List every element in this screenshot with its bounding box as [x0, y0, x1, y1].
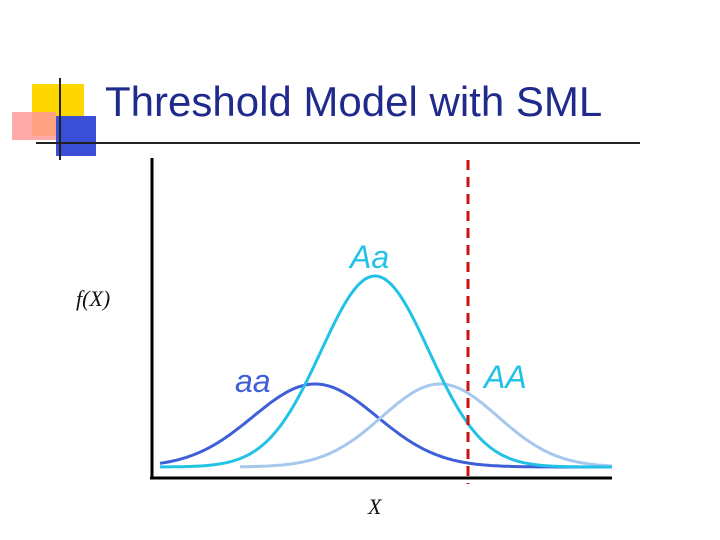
curve-AA: [240, 382, 613, 469]
y-axis-label: f(X): [76, 286, 110, 311]
x-axis-label: X: [367, 494, 383, 519]
curve-label-AA: AA: [482, 359, 527, 395]
curve-Aa: [160, 274, 612, 469]
title-decoration: [12, 78, 640, 160]
curve-aa: [159, 382, 612, 469]
curve-label-Aa: Aa: [348, 239, 389, 275]
slide-title: Threshold Model with SML: [105, 78, 603, 125]
deco-red-square: [12, 112, 56, 140]
curve-label-aa: aa: [235, 363, 271, 399]
deco-blue-square: [56, 116, 96, 156]
